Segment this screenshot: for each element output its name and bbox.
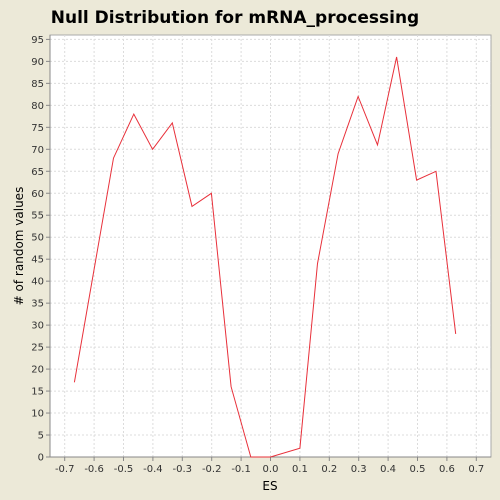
- plot-area: [49, 34, 492, 458]
- y-tick-label: 25: [31, 343, 44, 354]
- x-tick-label: 0.2: [321, 464, 337, 475]
- y-tick-label: 95: [31, 35, 44, 46]
- y-tick-label: 90: [31, 57, 44, 68]
- x-tick-label: -0.5: [114, 464, 134, 475]
- series-line: [73, 56, 457, 458]
- y-tick-label: 10: [31, 409, 44, 420]
- y-tick-label: 65: [31, 167, 44, 178]
- y-tick-label: 75: [31, 123, 44, 134]
- x-tick-label: -0.1: [231, 464, 251, 475]
- y-tick-label: 50: [31, 233, 44, 244]
- y-tick-label: 70: [31, 145, 44, 156]
- y-tick-label: 15: [31, 387, 44, 398]
- x-axis-ticks: -0.7 -0.6 -0.5 -0.4 -0.3 -0.2 -0.1 0.0 0.1 0.2 0.3…: [55, 457, 484, 475]
- grid: [50, 35, 491, 457]
- y-tick-label: 80: [31, 101, 44, 112]
- x-tick-label: 0.5: [410, 464, 426, 475]
- y-tick-label: 85: [31, 79, 44, 90]
- y-tick-label: 55: [31, 211, 44, 222]
- x-tick-label: 0.0: [263, 464, 279, 475]
- x-axis-label: ES: [262, 479, 277, 493]
- series-group: [73, 56, 457, 458]
- x-tick-label: -0.7: [55, 464, 75, 475]
- x-tick-label: 0.4: [380, 464, 396, 475]
- x-tick-label: -0.6: [84, 464, 104, 475]
- y-tick-label: 0: [38, 453, 44, 464]
- x-tick-label: 0.7: [468, 464, 484, 475]
- y-tick-label: 40: [31, 277, 44, 288]
- x-tick-label: -0.3: [173, 464, 193, 475]
- y-tick-label: 5: [38, 431, 44, 442]
- y-axis-ticks: 0 5 10 15 20 25 30 35 40 45 50 55 60 65 70 75 80 85 90 95: [31, 35, 50, 464]
- y-tick-label: 20: [31, 365, 44, 376]
- y-tick-label: 60: [31, 189, 44, 200]
- x-tick-label: -0.4: [143, 464, 163, 475]
- x-tick-label: 0.6: [439, 464, 455, 475]
- x-tick-label: 0.3: [351, 464, 367, 475]
- y-axis-label: # of random values: [12, 187, 26, 306]
- x-tick-label: -0.2: [202, 464, 222, 475]
- x-tick-label: 0.1: [292, 464, 308, 475]
- chart-title: Null Distribution for mRNA_processing: [51, 8, 419, 28]
- y-tick-label: 35: [31, 299, 44, 310]
- y-tick-label: 45: [31, 255, 44, 266]
- y-tick-label: 30: [31, 321, 44, 332]
